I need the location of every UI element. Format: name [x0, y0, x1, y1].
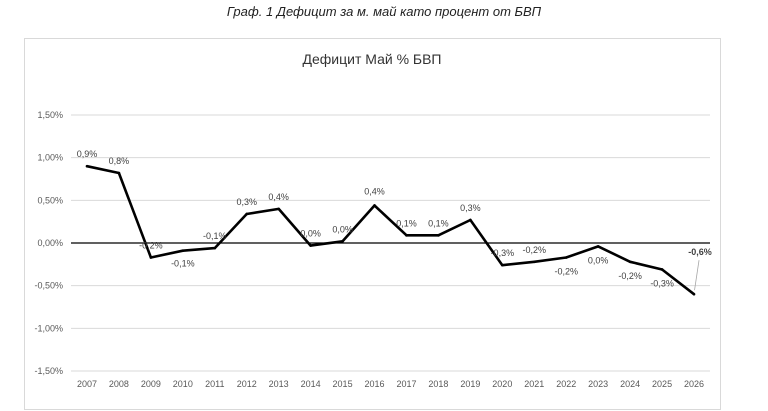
data-point [405, 234, 408, 237]
data-point [437, 234, 440, 237]
x-tick-label: 2018 [428, 379, 448, 389]
x-tick-label: 2025 [652, 379, 672, 389]
series-line [86, 164, 695, 296]
figure-caption: Граф. 1 Дефицит за м. май като процент о… [226, 4, 542, 19]
data-point [596, 245, 600, 248]
data-label: 0,0% [332, 224, 353, 234]
x-tick-label: 2008 [109, 379, 129, 389]
x-tick-label: 2013 [269, 379, 289, 389]
data-point [532, 260, 536, 264]
data-point [564, 256, 568, 259]
y-tick-label: 0,50% [37, 195, 63, 205]
data-label: 0,4% [268, 192, 289, 202]
x-tick-label: 2021 [524, 379, 544, 389]
data-point [245, 212, 249, 216]
data-label: 0,4% [364, 186, 385, 196]
data-label: -0,3% [491, 248, 515, 258]
x-tick-label: 2024 [620, 379, 640, 389]
data-label: -0,1% [203, 231, 227, 241]
data-point [341, 239, 344, 243]
series-group [85, 164, 696, 296]
x-tick-label: 2019 [460, 379, 480, 389]
x-tick-label: 2011 [205, 379, 224, 389]
data-label: 0,3% [460, 203, 481, 213]
x-tick-label: 2022 [556, 379, 576, 389]
y-tick-label: 1,50% [37, 110, 63, 120]
data-point [501, 263, 504, 267]
x-tick-label: 2010 [173, 379, 193, 389]
data-label: 0,8% [109, 156, 130, 166]
chart-title: Дефицит Май % БВП [303, 51, 442, 67]
chart-frame [24, 38, 721, 410]
x-axis-ticks: 2007 2008 2009 2010 2011 2012 2013 2014 2015 2016… [77, 379, 704, 389]
data-labels: 0,9% 0,8% -0,2% -0,1% -0,1% 0,3% 0,4% 0,0% 0,0% 0… [77, 149, 712, 291]
y-tick-label: 0,00% [37, 238, 63, 248]
data-label: 0,0% [300, 229, 321, 239]
data-label: -0,3% [650, 278, 674, 288]
data-point [373, 204, 376, 207]
data-point [149, 256, 153, 259]
data-point [277, 207, 280, 211]
data-label: 0,1% [396, 218, 417, 228]
data-point [628, 260, 632, 264]
data-point [117, 171, 121, 175]
y-axis-ticks: 1,50% 1,00% 0,50% 0,00% -0,50% -1,00% -1,50% [34, 110, 63, 376]
data-point [85, 164, 89, 168]
x-tick-label: 2015 [333, 379, 353, 389]
data-label: 0,3% [236, 197, 257, 207]
x-tick-label: 2020 [492, 379, 512, 389]
data-point [309, 244, 312, 247]
data-label: 0,9% [77, 149, 98, 159]
x-tick-label: 2016 [365, 379, 385, 389]
x-tick-label: 2026 [684, 379, 704, 389]
data-point [181, 249, 185, 252]
x-tick-label: 2009 [141, 379, 161, 389]
data-label: 0,0% [588, 255, 609, 265]
y-tick-label: -0,50% [34, 281, 63, 291]
data-point [692, 292, 696, 296]
data-point [660, 268, 664, 271]
x-tick-label: 2023 [588, 379, 608, 389]
x-tick-label: 2007 [77, 379, 97, 389]
label-leader-line [694, 260, 700, 291]
data-label: -0,2% [554, 267, 578, 277]
data-label: -0,1% [171, 259, 195, 269]
x-tick-label: 2017 [396, 379, 416, 389]
x-tick-label: 2014 [301, 379, 321, 389]
data-point [469, 218, 472, 222]
y-tick-label: -1,50% [34, 366, 63, 376]
data-label: -0,2% [618, 271, 642, 281]
data-label: 0,1% [428, 218, 449, 228]
data-label: -0,2% [139, 241, 163, 251]
y-tick-label: 1,00% [37, 153, 63, 163]
x-tick-label: 2012 [237, 379, 257, 389]
data-label: -0,2% [523, 245, 547, 255]
y-tick-label: -1,00% [34, 323, 63, 333]
data-point [213, 246, 217, 250]
data-label: -0,6% [688, 247, 712, 257]
gridlines [71, 114, 710, 372]
